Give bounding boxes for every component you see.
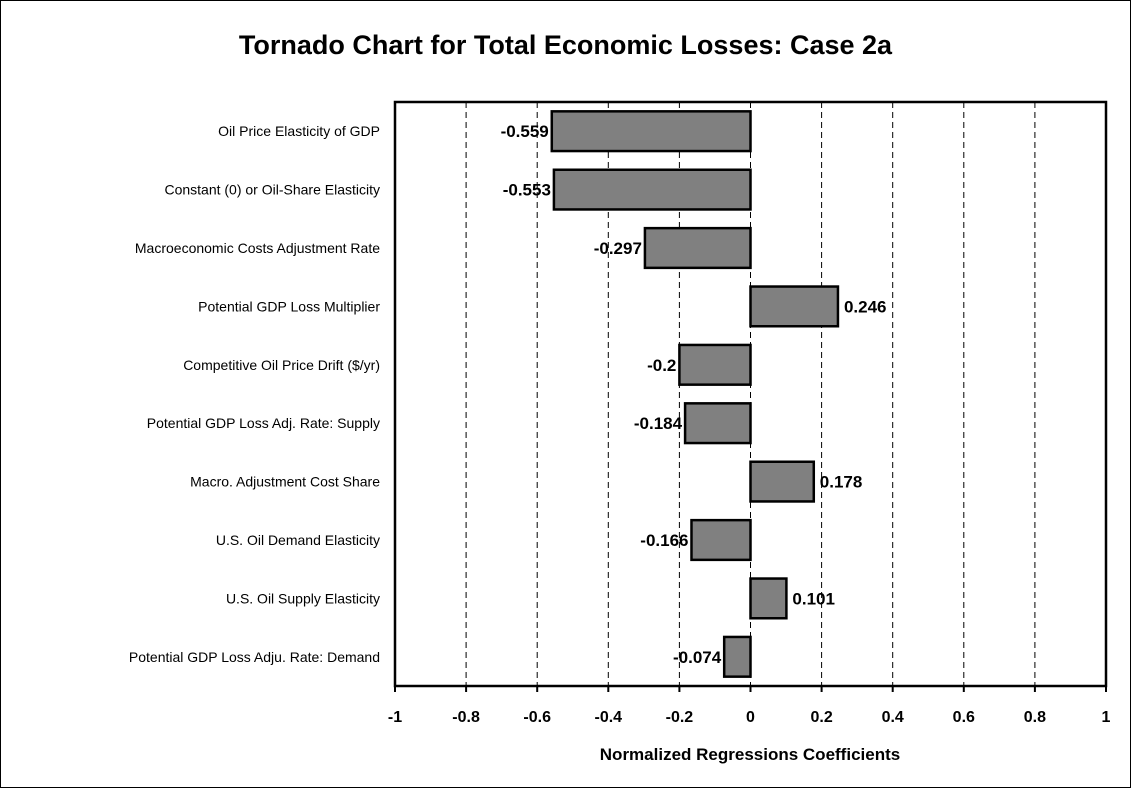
data-label: -0.559 bbox=[501, 122, 549, 141]
x-axis-title: Normalized Regressions Coefficients bbox=[600, 745, 900, 764]
data-label: 0.178 bbox=[820, 473, 863, 492]
x-tick-label: -0.8 bbox=[452, 709, 480, 726]
category-label: Constant (0) or Oil-Share Elasticity bbox=[164, 182, 380, 198]
category-label: Macro. Adjustment Cost Share bbox=[190, 474, 380, 490]
bar bbox=[552, 168, 752, 211]
x-tick-label: -0.4 bbox=[595, 709, 623, 726]
category-label: Macroeconomic Costs Adjustment Rate bbox=[135, 240, 380, 256]
x-tick-label: -0.2 bbox=[666, 709, 694, 726]
category-label: U.S. Oil Demand Elasticity bbox=[216, 532, 380, 548]
data-label: 0.101 bbox=[792, 589, 835, 608]
x-tick-label: 0.2 bbox=[810, 709, 832, 726]
category-label: Potential GDP Loss Multiplier bbox=[198, 298, 380, 314]
category-label: Oil Price Elasticity of GDP bbox=[218, 123, 380, 139]
data-label: -0.074 bbox=[673, 648, 722, 667]
x-tick-label: 0.6 bbox=[953, 709, 975, 726]
x-tick-label: -1 bbox=[388, 709, 402, 726]
x-tick-label: 0.8 bbox=[1024, 709, 1046, 726]
bar bbox=[749, 460, 816, 503]
bar bbox=[749, 285, 840, 328]
category-label: U.S. Oil Supply Elasticity bbox=[226, 590, 380, 606]
data-label: -0.166 bbox=[640, 531, 688, 550]
category-label: Competitive Oil Price Drift ($/yr) bbox=[183, 357, 380, 373]
data-label: -0.2 bbox=[647, 356, 676, 375]
bar bbox=[683, 402, 752, 445]
chart-title: Tornado Chart for Total Economic Losses:… bbox=[238, 30, 893, 60]
x-tick-label: 1 bbox=[1102, 709, 1111, 726]
data-label: -0.184 bbox=[634, 414, 683, 433]
x-tick-label: -0.6 bbox=[523, 709, 551, 726]
x-tick-label: 0 bbox=[746, 709, 755, 726]
category-label: Potential GDP Loss Adju. Rate: Demand bbox=[129, 649, 380, 665]
category-label: Potential GDP Loss Adj. Rate: Supply bbox=[147, 415, 380, 431]
data-label: -0.553 bbox=[503, 181, 551, 200]
bar bbox=[550, 110, 752, 153]
bar bbox=[690, 518, 752, 562]
data-label: 0.246 bbox=[844, 297, 887, 316]
bar bbox=[678, 343, 752, 386]
bar bbox=[722, 635, 752, 678]
bar bbox=[643, 226, 752, 270]
data-label: -0.297 bbox=[594, 239, 642, 258]
bar bbox=[749, 577, 788, 620]
x-tick-label: 0.4 bbox=[882, 709, 904, 726]
